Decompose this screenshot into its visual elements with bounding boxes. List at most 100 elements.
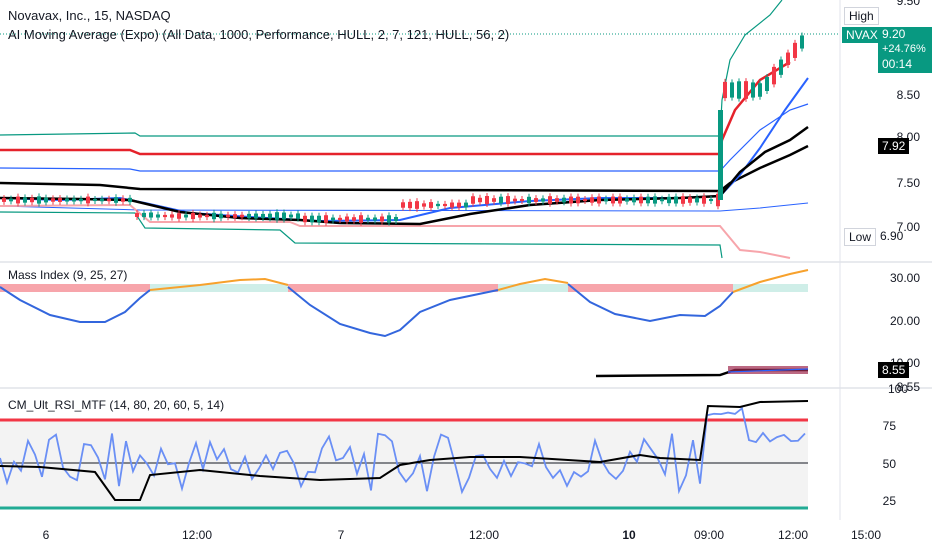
time-label: 7 <box>337 528 345 542</box>
candle-body <box>534 198 538 202</box>
time-label: 12:00 <box>181 528 213 542</box>
candle-body <box>492 198 496 202</box>
candle-body <box>394 216 398 222</box>
candle-body <box>275 212 279 220</box>
mass-index-line <box>567 283 734 323</box>
candle-body <box>205 214 209 218</box>
rsi-tick: 25 <box>882 494 896 508</box>
candle-body <box>79 198 83 202</box>
candle-body <box>310 215 314 223</box>
ma-value-tag: 7.92 <box>878 138 910 154</box>
candle-body <box>366 217 370 221</box>
candle-body <box>618 196 622 204</box>
candle-body <box>149 212 153 218</box>
candle-body <box>429 202 433 208</box>
time-label: 12:00 <box>777 528 809 542</box>
candle-body <box>688 197 692 203</box>
candle-body <box>576 196 580 204</box>
mass-tag-partial: 8.55 <box>896 380 920 394</box>
candle-body <box>268 213 272 219</box>
candle-body <box>156 214 160 218</box>
candle-body <box>464 202 468 208</box>
candle-body <box>359 215 363 223</box>
candle-body <box>590 197 594 203</box>
price-tick: 8.50 <box>896 88 920 102</box>
candle-body <box>415 201 419 209</box>
mass-index-title[interactable]: Mass Index (9, 25, 27) <box>8 268 128 282</box>
candle-body <box>506 196 510 204</box>
candle-body <box>16 196 20 204</box>
candle-body <box>184 214 188 218</box>
upper-blue-band <box>0 103 809 172</box>
candle-body <box>247 213 251 219</box>
symbol-tag: NVAX <box>842 27 882 43</box>
candle-body <box>212 212 216 220</box>
symbol-title[interactable]: Novavax, Inc., 15, NASDAQ <box>8 8 171 23</box>
candle-body <box>569 196 573 204</box>
candle-body <box>254 213 258 219</box>
lower-red-band <box>0 203 791 259</box>
time-label: 15:00 <box>850 528 882 542</box>
candle-body <box>23 197 27 203</box>
candle-body <box>226 214 230 218</box>
candle-body <box>331 217 335 221</box>
candle-body <box>408 201 412 209</box>
mass-band-teal <box>150 284 288 292</box>
mass-band-red <box>288 284 498 292</box>
mass-index-line-high <box>149 277 289 291</box>
indicator-title[interactable]: AI Moving Average (Expo) (All Data, 1000… <box>8 27 510 42</box>
candle-body <box>702 196 706 204</box>
time-label: 10 <box>622 528 636 542</box>
candle-body <box>718 110 723 200</box>
candle-body <box>450 202 454 208</box>
candle-body <box>86 196 90 204</box>
candle-body <box>373 217 377 221</box>
price-tick: 7.50 <box>896 176 920 190</box>
candlestick-series[interactable] <box>2 32 804 226</box>
candle-body <box>520 198 524 202</box>
candle-body <box>583 198 587 202</box>
rsi-tick-partial: 100 <box>887 382 908 396</box>
candle-body <box>485 196 489 204</box>
candle-body <box>240 214 244 218</box>
candle-body <box>779 59 783 75</box>
mass-index-line <box>0 286 151 323</box>
candle-body <box>471 196 475 204</box>
candle-body <box>44 197 48 203</box>
candle-body <box>597 196 601 204</box>
candle-body <box>541 198 545 202</box>
candle-body <box>723 81 727 99</box>
candle-body <box>198 214 202 218</box>
price-tick-partial: 7.00 <box>896 220 920 234</box>
candle-body <box>51 198 55 202</box>
candle-body <box>639 196 643 204</box>
candle-body <box>100 198 104 202</box>
candle-body <box>128 197 132 203</box>
candle-body <box>422 203 426 207</box>
time-label: 09:00 <box>693 528 725 542</box>
candle-body <box>135 213 139 217</box>
candle-body <box>436 203 440 207</box>
candle-body <box>296 213 300 219</box>
candle-body <box>737 81 741 99</box>
candle-body <box>37 196 41 204</box>
lower-blue-band <box>0 202 809 212</box>
candle-body <box>730 82 734 98</box>
candle-body <box>401 202 405 208</box>
candle-body <box>457 202 461 208</box>
candle-body <box>261 213 265 219</box>
rsi-title[interactable]: CM_Ult_RSI_MTF (14, 80, 20, 60, 5, 14) <box>8 398 225 412</box>
low-value: 6.90 <box>880 229 904 243</box>
candle-body <box>289 214 293 218</box>
candle-body <box>709 198 713 202</box>
candle-body <box>751 82 755 98</box>
candle-body <box>772 66 776 85</box>
change-percent: +24.76% <box>882 43 926 55</box>
candle-body <box>177 213 181 219</box>
high-label: High <box>844 7 879 25</box>
candle-body <box>765 77 769 91</box>
upper-envelope-line <box>0 0 783 137</box>
candle-body <box>625 198 629 202</box>
